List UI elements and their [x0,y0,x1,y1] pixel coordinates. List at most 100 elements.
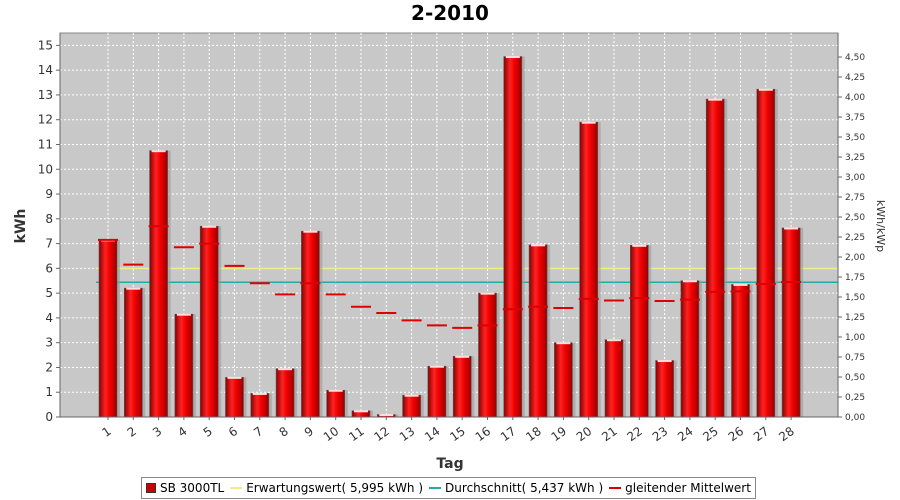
y-tick-label: 12 [38,113,53,127]
bar-highlight [404,394,419,397]
x-tick-label: 15 [447,424,468,444]
y2-tick-label: 1,00 [845,333,865,343]
x-tick-label: 20 [574,424,595,444]
y2-tick-label: 3,75 [845,113,865,123]
bar-highlight [505,56,520,59]
bar-highlight [278,368,293,371]
x-tick-label: 6 [226,424,240,440]
x-tick-label: 19 [549,424,570,444]
bar-highlight [354,410,368,413]
y-tick-label: 0 [45,410,53,424]
y2-tick-label: 1,75 [845,273,865,283]
bar-series [98,56,804,418]
bar-highlight [176,313,191,316]
y-tick-label: 15 [38,38,53,52]
x-tick-label: 2 [125,424,139,440]
y-tick-label: 7 [45,237,53,251]
y2-tick-label: 0,75 [845,353,865,363]
bar [604,339,624,418]
bar-highlight [682,280,697,283]
x-tick-label: 10 [321,424,342,444]
y-tick-label: 4 [45,311,53,325]
y-tick-label: 3 [45,336,53,350]
bar-highlight [581,121,596,124]
x-axis-label: Tag [436,456,463,472]
x-tick-label: 12 [371,424,392,444]
bar [655,360,674,418]
legend-label: SB 3000TL [160,481,225,495]
bar-highlight [632,244,647,247]
bar [528,244,548,418]
bar-highlight [531,244,546,247]
x-tick-label: 11 [346,424,367,444]
bar [402,394,421,418]
y2-tick-label: 2,00 [845,253,865,263]
y-tick-label: 2 [45,360,53,374]
bar [199,225,219,418]
x-tick-label: 18 [523,424,544,444]
bar-highlight [708,98,723,101]
bar-highlight [252,392,267,395]
bar [326,389,346,418]
bar-highlight [126,287,141,290]
x-tick-label: 5 [201,424,215,440]
x-tick-label: 25 [700,424,721,444]
y2-axis-label: kWh/kWp [874,200,887,252]
y-tick-label: 13 [38,88,53,102]
legend-item: gleitender Mittelwert [609,481,751,495]
y2-tick-label: 0,25 [845,393,865,403]
bar [629,245,649,418]
legend-swatch [146,483,156,493]
legend-item: Erwartungswert( 5,995 kWh ) [230,481,423,495]
y2-tick-label: 3,00 [845,173,865,183]
y-tick-label: 6 [45,261,53,275]
legend-item: Durchschnitt( 5,437 kWh ) [429,481,603,495]
bar-highlight [657,360,672,363]
x-tick-label: 16 [473,424,494,444]
moving-average-series [98,225,802,329]
bar-highlight [151,150,166,153]
bar-highlight [758,88,773,91]
y2-tick-label: 2,25 [845,233,865,243]
bar-highlight [556,342,571,345]
bar-highlight [733,283,748,286]
bar-highlight [607,339,621,342]
legend-swatch [609,487,622,489]
y-tick-label: 11 [38,137,53,151]
bar-highlight [227,376,242,379]
bar [579,121,599,418]
bar [225,377,244,418]
bar-highlight [455,355,470,358]
bar [427,365,447,418]
y2-tick-label: 4,25 [845,73,865,83]
legend-label: gleitender Mittelwert [625,481,751,495]
y-tick-label: 5 [45,286,53,300]
bar [98,239,118,418]
y2-tick-label: 2,75 [845,193,865,203]
energy-chart: 2-2010 01234567891011121314150,000,250,5… [13,1,887,472]
y2-tick-label: 1,50 [845,293,865,303]
x-tick-label: 14 [422,424,443,444]
bar [124,287,143,418]
bar [174,313,194,418]
bar [756,88,776,418]
y2-tick-label: 0,00 [845,413,865,423]
x-tick-label: 13 [397,424,418,444]
legend-label: Erwartungswert( 5,995 kWh ) [246,481,424,495]
bar-highlight [202,225,217,228]
y2-tick-label: 3,50 [845,133,865,143]
bar [250,393,270,418]
bar [301,230,320,418]
bar [503,56,523,418]
bar-highlight [480,292,495,295]
x-tick-label: 1 [99,424,113,440]
y2-tick-label: 4,50 [845,53,865,63]
x-tick-label: 17 [498,424,519,444]
legend: SB 3000TL Erwartungswert( 5,995 kWh ) Durc… [141,477,756,499]
legend-item: SB 3000TL [146,481,224,495]
x-tick-label: 28 [776,424,797,444]
y-tick-label: 8 [45,212,53,226]
chart-title: 2-2010 [411,1,489,25]
bar-highlight [328,389,343,392]
y2-tick-label: 2,50 [845,213,865,223]
